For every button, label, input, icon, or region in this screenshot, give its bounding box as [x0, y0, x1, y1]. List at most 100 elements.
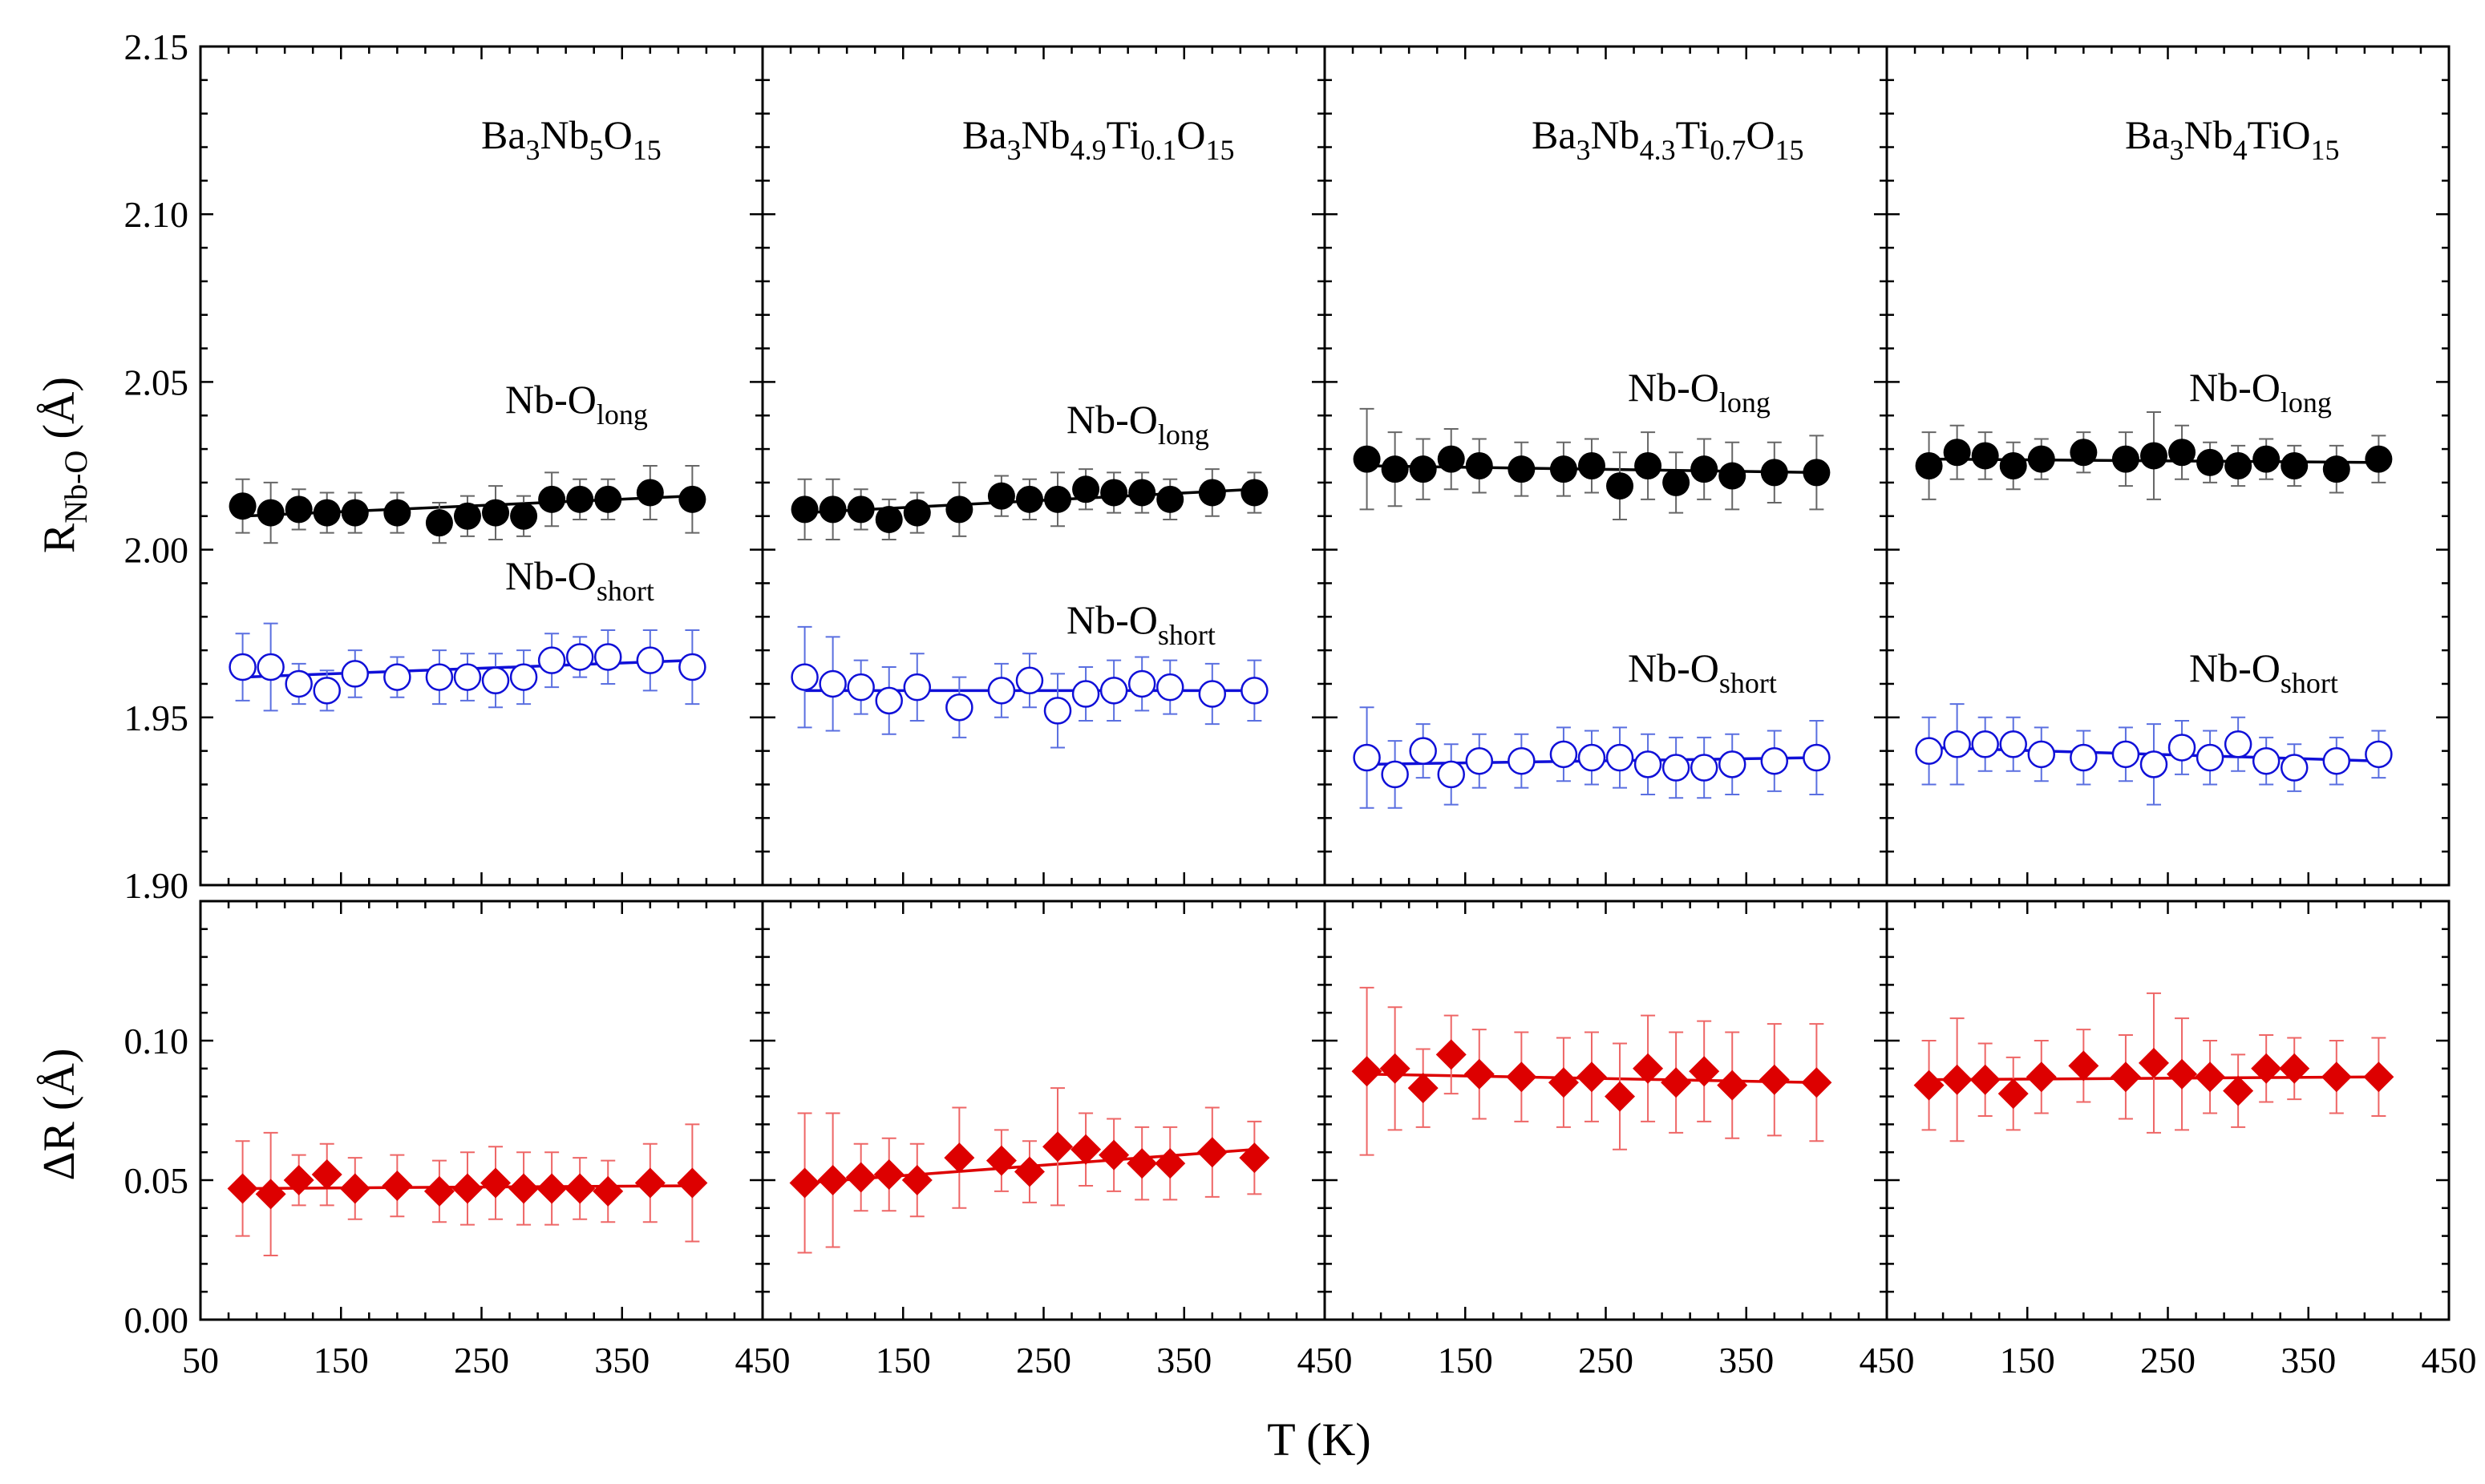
data-point — [1508, 455, 1536, 483]
data-point — [1605, 1081, 1636, 1112]
data-point — [1128, 479, 1156, 507]
data-point — [678, 485, 706, 513]
data-point — [1353, 445, 1381, 473]
data-point — [425, 663, 454, 691]
data-point — [1941, 1064, 1973, 1095]
y-tick-label: 2.05 — [124, 362, 189, 402]
text-part: Nb-O — [2189, 645, 2281, 690]
text-part: Nb — [1591, 112, 1640, 157]
data-point — [2168, 439, 2196, 467]
y-label-sub: Nb-O — [58, 451, 94, 524]
data-point — [257, 653, 285, 681]
data-point — [565, 1173, 596, 1204]
data-point — [453, 663, 482, 691]
data-point — [987, 482, 1015, 510]
data-point — [383, 499, 411, 527]
data-point — [945, 693, 973, 722]
series-long — [1353, 407, 1831, 520]
y-tick-label: 0.10 — [124, 1021, 189, 1061]
subscript: 0.7 — [1710, 134, 1746, 166]
data-point — [383, 663, 411, 691]
data-point — [257, 499, 285, 527]
data-point — [1548, 1067, 1579, 1098]
subscript: long — [2281, 386, 2332, 419]
y-axis-label-delta-r: ΔR (Å) — [34, 1048, 84, 1180]
data-point — [987, 677, 1016, 705]
data-point — [1915, 452, 1943, 479]
data-point — [453, 502, 481, 530]
top-plot-frame — [761, 45, 1326, 887]
data-point — [2281, 452, 2309, 479]
x-tick-label: 250 — [1016, 1340, 1071, 1381]
y-label-main: R — [34, 523, 84, 553]
data-point — [2223, 1075, 2254, 1106]
data-point — [847, 673, 875, 702]
x-tick-label: 450 — [1860, 1340, 1915, 1381]
data-point — [425, 509, 453, 537]
data-point — [1465, 746, 1494, 775]
data-point — [1661, 1067, 1692, 1098]
data-point — [819, 669, 847, 698]
data-point — [382, 1170, 413, 1201]
text-part: Nb-O — [2189, 365, 2281, 410]
data-point — [986, 1145, 1017, 1176]
panel-2 — [761, 45, 1326, 1321]
data-point — [537, 646, 566, 674]
labels-group: Ba3Nb5O15Nb-OlongNb-OshortBa3Nb4.9Ti0.1O… — [34, 112, 2339, 1466]
data-point — [283, 1165, 314, 1195]
data-point — [1549, 455, 1577, 483]
data-point — [594, 485, 622, 513]
y-tick-label: 0.00 — [124, 1300, 189, 1340]
data-point — [1196, 1137, 1228, 1168]
label-nb-o-long: Nb-Olong — [2189, 365, 2332, 419]
data-point — [1014, 1156, 1045, 1187]
series-short — [791, 625, 1269, 749]
data-point — [1971, 442, 1999, 470]
data-point — [536, 1173, 568, 1204]
data-point — [313, 499, 341, 527]
data-point — [1381, 760, 1409, 789]
data-point — [1465, 452, 1493, 479]
label-nb-o-long: Nb-Olong — [1628, 365, 1771, 419]
data-point — [1999, 730, 2027, 758]
data-point — [945, 495, 973, 524]
data-point — [1508, 746, 1536, 775]
data-point — [791, 663, 819, 691]
data-point — [2196, 448, 2224, 476]
subscript: 3 — [526, 134, 540, 166]
data-point — [1127, 669, 1156, 698]
data-point — [873, 1159, 905, 1191]
data-point — [1379, 1053, 1410, 1084]
subscript: long — [597, 398, 648, 431]
text-part: Nb-O — [505, 553, 597, 598]
data-point — [229, 653, 257, 681]
text-part: Nb-O — [505, 377, 597, 422]
label-nb-o-long: Nb-Olong — [505, 377, 648, 431]
data-point — [791, 495, 819, 524]
data-point — [2068, 1050, 2099, 1082]
data-point — [1351, 1056, 1382, 1087]
data-point — [1100, 479, 1128, 507]
text-part: Ti — [1107, 112, 1141, 157]
data-point — [1633, 750, 1662, 778]
x-axis-label: T (K) — [1267, 1413, 1370, 1466]
x-tick-label: 50 — [182, 1340, 219, 1381]
series-short — [1353, 706, 1831, 809]
data-point — [901, 1165, 933, 1195]
data-point — [2252, 445, 2281, 473]
data-point — [903, 499, 931, 527]
series-short — [229, 622, 706, 712]
data-point — [1913, 1070, 1945, 1101]
data-point — [1407, 1073, 1439, 1104]
series-delta-r — [789, 1087, 1270, 1254]
x-tick-label: 250 — [454, 1340, 509, 1381]
data-point — [339, 1173, 370, 1204]
data-point — [845, 1162, 876, 1193]
series-long — [791, 468, 1269, 541]
text-part: Nb-O — [1628, 645, 1719, 690]
panel-3 — [1323, 45, 1888, 1321]
data-point — [508, 1173, 540, 1204]
x-tick-label: 150 — [2000, 1340, 2055, 1381]
data-point — [2139, 442, 2167, 470]
